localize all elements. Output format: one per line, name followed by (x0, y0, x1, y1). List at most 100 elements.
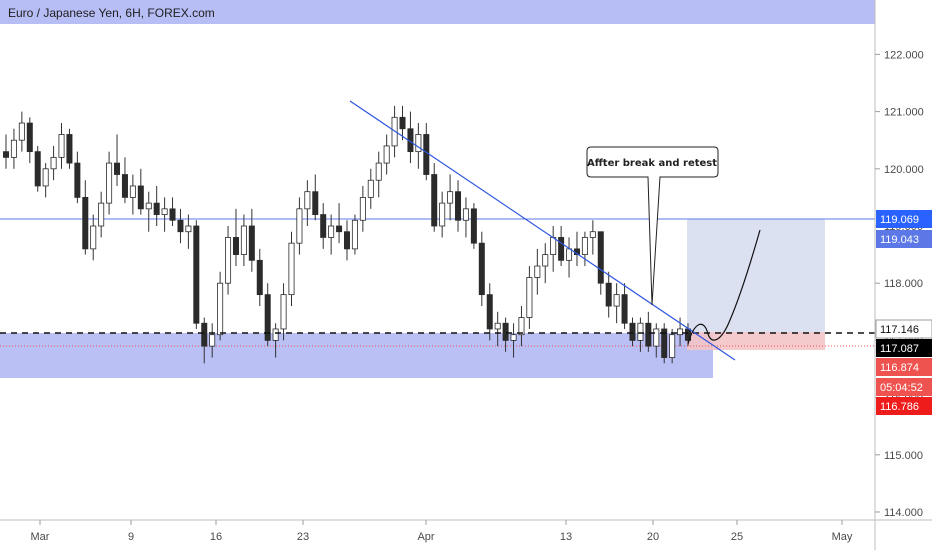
candle-body (272, 328, 279, 341)
candle-body (439, 202, 446, 227)
candle-body (26, 122, 33, 153)
candle-body (589, 231, 596, 238)
candle (629, 317, 636, 347)
candle (320, 203, 327, 249)
candle (328, 214, 335, 255)
x-tick-label: May (832, 531, 853, 543)
candle-body (145, 202, 152, 210)
candle-body (82, 196, 89, 250)
candle (209, 323, 216, 358)
title-header-band (0, 0, 875, 24)
candle-body (304, 191, 311, 210)
candle (137, 168, 144, 215)
candle-body (114, 162, 121, 175)
candle-body (328, 225, 335, 238)
candle (645, 311, 652, 352)
overlay-top-layer: Affter break and retest Euro / Japanese … (0, 6, 875, 361)
candle-body (74, 162, 81, 198)
candle (581, 231, 588, 267)
candle-body (201, 322, 208, 347)
candle (74, 151, 81, 204)
x-tick-label: 20 (647, 531, 659, 543)
candle (296, 197, 303, 255)
candle (613, 283, 620, 324)
candle (566, 237, 573, 278)
candle (518, 306, 525, 347)
candle (90, 214, 97, 261)
candle-body (677, 328, 684, 336)
candle (478, 231, 485, 307)
candle-body (478, 242, 485, 296)
candle (455, 180, 462, 232)
candle (106, 151, 113, 215)
candle-body (470, 208, 477, 244)
candle-body (312, 191, 319, 215)
candle (621, 283, 628, 329)
candle (121, 157, 128, 204)
candle-body (566, 248, 573, 261)
y-tick-label: 120.000 (884, 164, 924, 176)
candle (248, 208, 255, 272)
annotation-callout: Affter break and retest (586, 146, 719, 306)
candle (129, 174, 136, 215)
candle-body (510, 334, 517, 341)
price-badge-bg (876, 339, 932, 357)
candle (462, 197, 469, 238)
candle-body (383, 145, 390, 164)
candle-body (336, 225, 343, 233)
candle-body (629, 322, 636, 341)
candle (34, 145, 41, 192)
candle (26, 117, 33, 164)
candle-body (98, 202, 105, 227)
candle (383, 134, 390, 175)
candle-body (653, 328, 660, 347)
candle-body (534, 265, 541, 278)
candle (502, 317, 509, 352)
price-badge-label: 05:04:52 (880, 382, 923, 394)
price-badge-label: 119.069 (880, 214, 919, 226)
candle-body (486, 294, 493, 330)
price-badge-label: 117.087 (880, 343, 919, 355)
candle-body (153, 202, 160, 215)
candle-body (669, 334, 676, 358)
overlay-layer (0, 0, 875, 378)
candle-body (526, 277, 533, 318)
y-tick-label: 115.000 (884, 450, 923, 462)
candle-body (597, 231, 604, 284)
price-badge-bg (875, 319, 932, 339)
candle (439, 191, 446, 238)
candle (359, 185, 366, 232)
candle (534, 248, 541, 295)
candle (50, 145, 57, 181)
candle (312, 174, 319, 221)
price-badge-bg (876, 210, 932, 228)
candle (677, 317, 684, 347)
projection-path (687, 229, 761, 345)
candle (431, 163, 438, 232)
candle-body (217, 282, 224, 336)
candle-body (320, 214, 327, 238)
candle-body (240, 225, 247, 256)
time-axis-ticks: Mar 9 16 23 Apr 13 20 25 May (31, 520, 853, 543)
candle (304, 180, 311, 226)
candle-body (42, 168, 49, 187)
candle-body (232, 237, 239, 256)
candle (661, 323, 668, 364)
price-badge-bg (876, 397, 932, 415)
candle (288, 231, 295, 307)
candle (82, 180, 89, 255)
candle (470, 203, 477, 249)
candle-body (375, 162, 382, 181)
price-axis[interactable] (874, 0, 932, 550)
candle (114, 134, 121, 186)
candle (3, 134, 9, 169)
candle (280, 283, 287, 341)
candle-body (209, 334, 216, 347)
candle-body (129, 185, 136, 198)
candle (542, 243, 549, 284)
candle (10, 128, 17, 169)
candle (145, 191, 152, 232)
candle-body (367, 179, 374, 198)
candle-body (502, 322, 509, 341)
